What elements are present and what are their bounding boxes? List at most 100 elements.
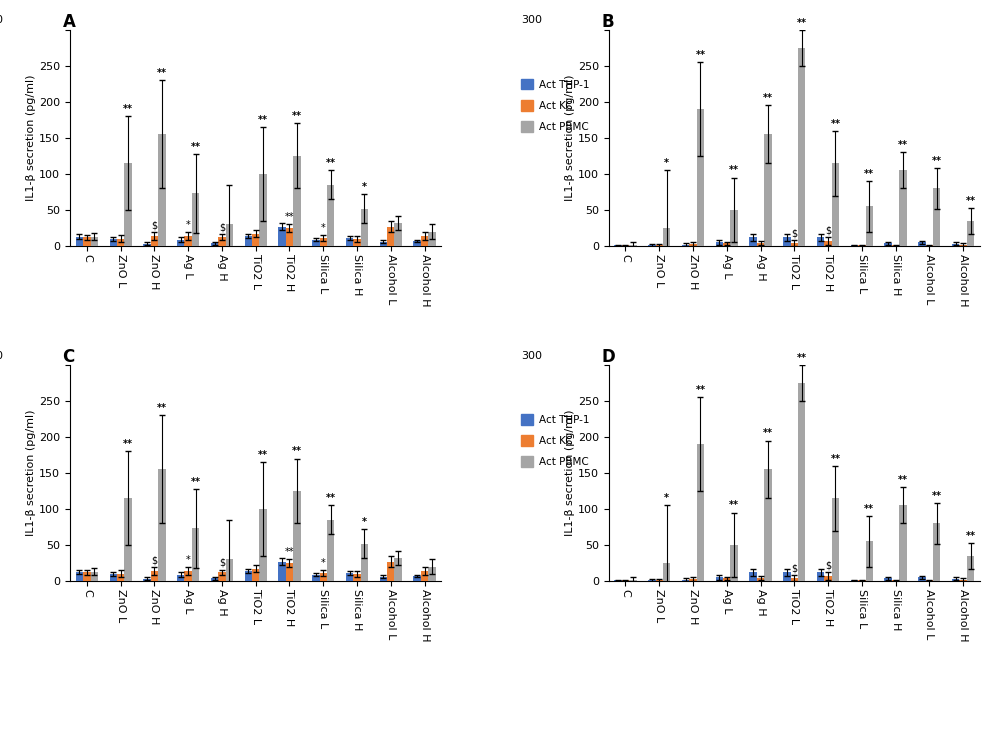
Text: *: * <box>186 555 191 565</box>
Bar <box>286 228 293 246</box>
Bar <box>211 243 218 246</box>
Bar <box>218 572 226 581</box>
Bar <box>798 48 805 246</box>
Bar <box>245 571 252 581</box>
Bar <box>110 574 117 581</box>
Bar <box>293 491 301 581</box>
Bar <box>124 163 132 246</box>
Bar <box>918 577 926 581</box>
Bar <box>184 571 192 581</box>
Bar <box>177 239 184 246</box>
Bar <box>682 580 689 581</box>
Bar <box>83 238 91 246</box>
Bar <box>832 498 839 581</box>
Text: **: ** <box>285 212 294 222</box>
Bar <box>764 134 772 246</box>
Text: $: $ <box>219 557 225 568</box>
Bar <box>749 238 757 246</box>
Bar <box>177 574 184 581</box>
Bar <box>353 239 361 246</box>
Bar <box>933 188 940 246</box>
Bar <box>952 244 959 246</box>
Text: *: * <box>362 182 367 192</box>
Text: B: B <box>601 13 614 31</box>
Bar <box>327 185 334 246</box>
Text: $: $ <box>791 563 797 573</box>
Text: $: $ <box>151 220 157 230</box>
Text: **: ** <box>932 491 942 501</box>
Bar <box>184 236 192 246</box>
Bar <box>697 444 704 581</box>
Bar <box>967 221 974 246</box>
Bar <box>278 226 286 246</box>
Text: **: ** <box>157 68 167 78</box>
Text: *: * <box>664 493 669 504</box>
Bar <box>697 109 704 246</box>
Bar <box>143 579 151 581</box>
Text: **: ** <box>258 115 268 125</box>
Bar <box>226 224 233 246</box>
Bar <box>387 562 394 581</box>
Text: *: * <box>186 220 191 230</box>
Text: 300: 300 <box>0 16 3 25</box>
Bar <box>967 556 974 581</box>
Bar <box>76 571 83 581</box>
Text: **: ** <box>191 477 201 486</box>
Text: **: ** <box>292 446 302 457</box>
Bar <box>117 574 124 581</box>
Bar <box>259 174 267 246</box>
Text: **: ** <box>326 493 336 504</box>
Text: **: ** <box>830 118 840 129</box>
Bar <box>151 571 158 581</box>
Text: **: ** <box>830 454 840 463</box>
Bar <box>723 578 730 581</box>
Bar <box>421 571 428 581</box>
Bar <box>764 469 772 581</box>
Bar <box>76 237 83 246</box>
Bar <box>293 156 301 246</box>
Legend: Act THP-1, Act KC, Act PBMC: Act THP-1, Act KC, Act PBMC <box>518 76 592 136</box>
Bar <box>757 578 764 581</box>
Bar <box>959 580 967 581</box>
Bar <box>158 134 166 246</box>
Bar <box>394 558 402 581</box>
Bar <box>730 545 738 581</box>
Bar <box>884 243 892 246</box>
Bar <box>723 243 730 246</box>
Bar <box>192 528 199 581</box>
Bar <box>151 236 158 246</box>
Text: **: ** <box>695 50 705 60</box>
Text: **: ** <box>864 504 874 514</box>
Bar <box>730 210 738 246</box>
Text: **: ** <box>898 475 908 485</box>
Bar <box>353 574 361 581</box>
Bar <box>320 573 327 581</box>
Bar <box>757 243 764 246</box>
Text: **: ** <box>966 196 976 206</box>
Text: **: ** <box>123 440 133 449</box>
Bar <box>117 239 124 246</box>
Bar <box>91 237 98 246</box>
Bar <box>783 238 791 246</box>
Text: *: * <box>321 223 326 233</box>
Bar <box>387 226 394 246</box>
Text: **: ** <box>292 111 302 121</box>
Bar <box>933 524 940 581</box>
Bar <box>716 577 723 581</box>
Text: 300: 300 <box>521 351 542 361</box>
Bar <box>259 509 267 581</box>
Bar <box>394 223 402 246</box>
Text: $: $ <box>791 228 797 238</box>
Text: **: ** <box>191 142 201 151</box>
Bar <box>346 573 353 581</box>
Bar <box>380 577 387 581</box>
Bar <box>158 469 166 581</box>
Bar <box>143 244 151 246</box>
Bar <box>428 567 436 581</box>
Text: 300: 300 <box>521 16 542 25</box>
Bar <box>252 234 259 246</box>
Text: *: * <box>362 517 367 527</box>
Text: *: * <box>664 158 669 168</box>
Text: **: ** <box>864 169 874 179</box>
Text: A: A <box>63 13 75 31</box>
